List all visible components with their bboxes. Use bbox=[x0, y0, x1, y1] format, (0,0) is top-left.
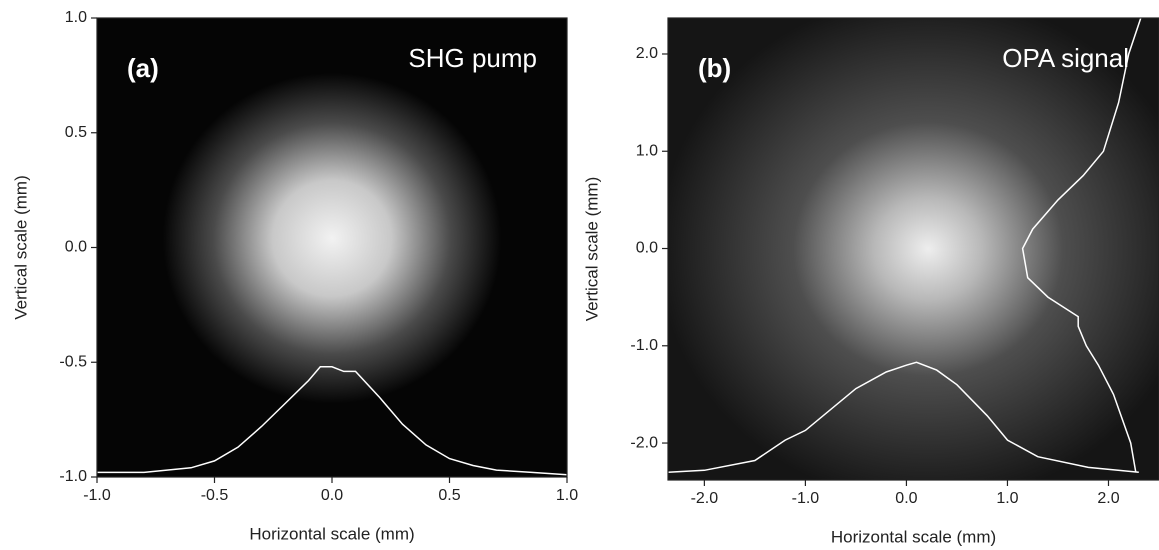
y-axis-title: Vertical scale (mm) bbox=[582, 177, 601, 322]
x-tick-label: 2.0 bbox=[1097, 490, 1119, 507]
panel-label: (a) bbox=[127, 53, 159, 83]
panel-annotation: OPA signal bbox=[1002, 43, 1129, 73]
x-axis-title: Horizontal scale (mm) bbox=[249, 524, 414, 543]
x-tick-label: 0.0 bbox=[895, 490, 917, 507]
x-tick-label: -2.0 bbox=[691, 490, 719, 507]
panel-label: (b) bbox=[698, 53, 731, 83]
x-tick-label: -1.0 bbox=[792, 490, 820, 507]
x-tick-label: 1.0 bbox=[556, 487, 578, 504]
y-axis-title: Vertical scale (mm) bbox=[11, 175, 30, 320]
y-tick-label: 0.5 bbox=[65, 124, 87, 141]
panel-annotation: SHG pump bbox=[408, 43, 537, 73]
y-tick-label: 1.0 bbox=[65, 9, 87, 26]
profile-line bbox=[667, 361, 1139, 473]
beam-image bbox=[668, 18, 1159, 480]
y-tick-label: 2.0 bbox=[636, 45, 658, 62]
y-tick-label: -1.0 bbox=[59, 468, 87, 485]
y-tick-label: 1.0 bbox=[636, 142, 658, 159]
x-tick-label: -0.5 bbox=[201, 487, 229, 504]
profile-line bbox=[1021, 17, 1142, 473]
y-tick-label: -1.0 bbox=[630, 337, 658, 354]
x-tick-label: 1.0 bbox=[996, 490, 1018, 507]
profile-line bbox=[97, 366, 568, 476]
x-tick-label: 0.5 bbox=[438, 487, 460, 504]
y-tick-label: 0.0 bbox=[636, 240, 658, 257]
x-tick-label: -1.0 bbox=[83, 487, 111, 504]
x-tick-label: 0.0 bbox=[321, 487, 343, 504]
x-axis-title: Horizontal scale (mm) bbox=[831, 527, 996, 546]
y-tick-label: -2.0 bbox=[630, 434, 658, 451]
y-tick-label: -0.5 bbox=[59, 353, 87, 370]
beam-image bbox=[97, 18, 567, 477]
y-tick-label: 0.0 bbox=[65, 239, 87, 256]
